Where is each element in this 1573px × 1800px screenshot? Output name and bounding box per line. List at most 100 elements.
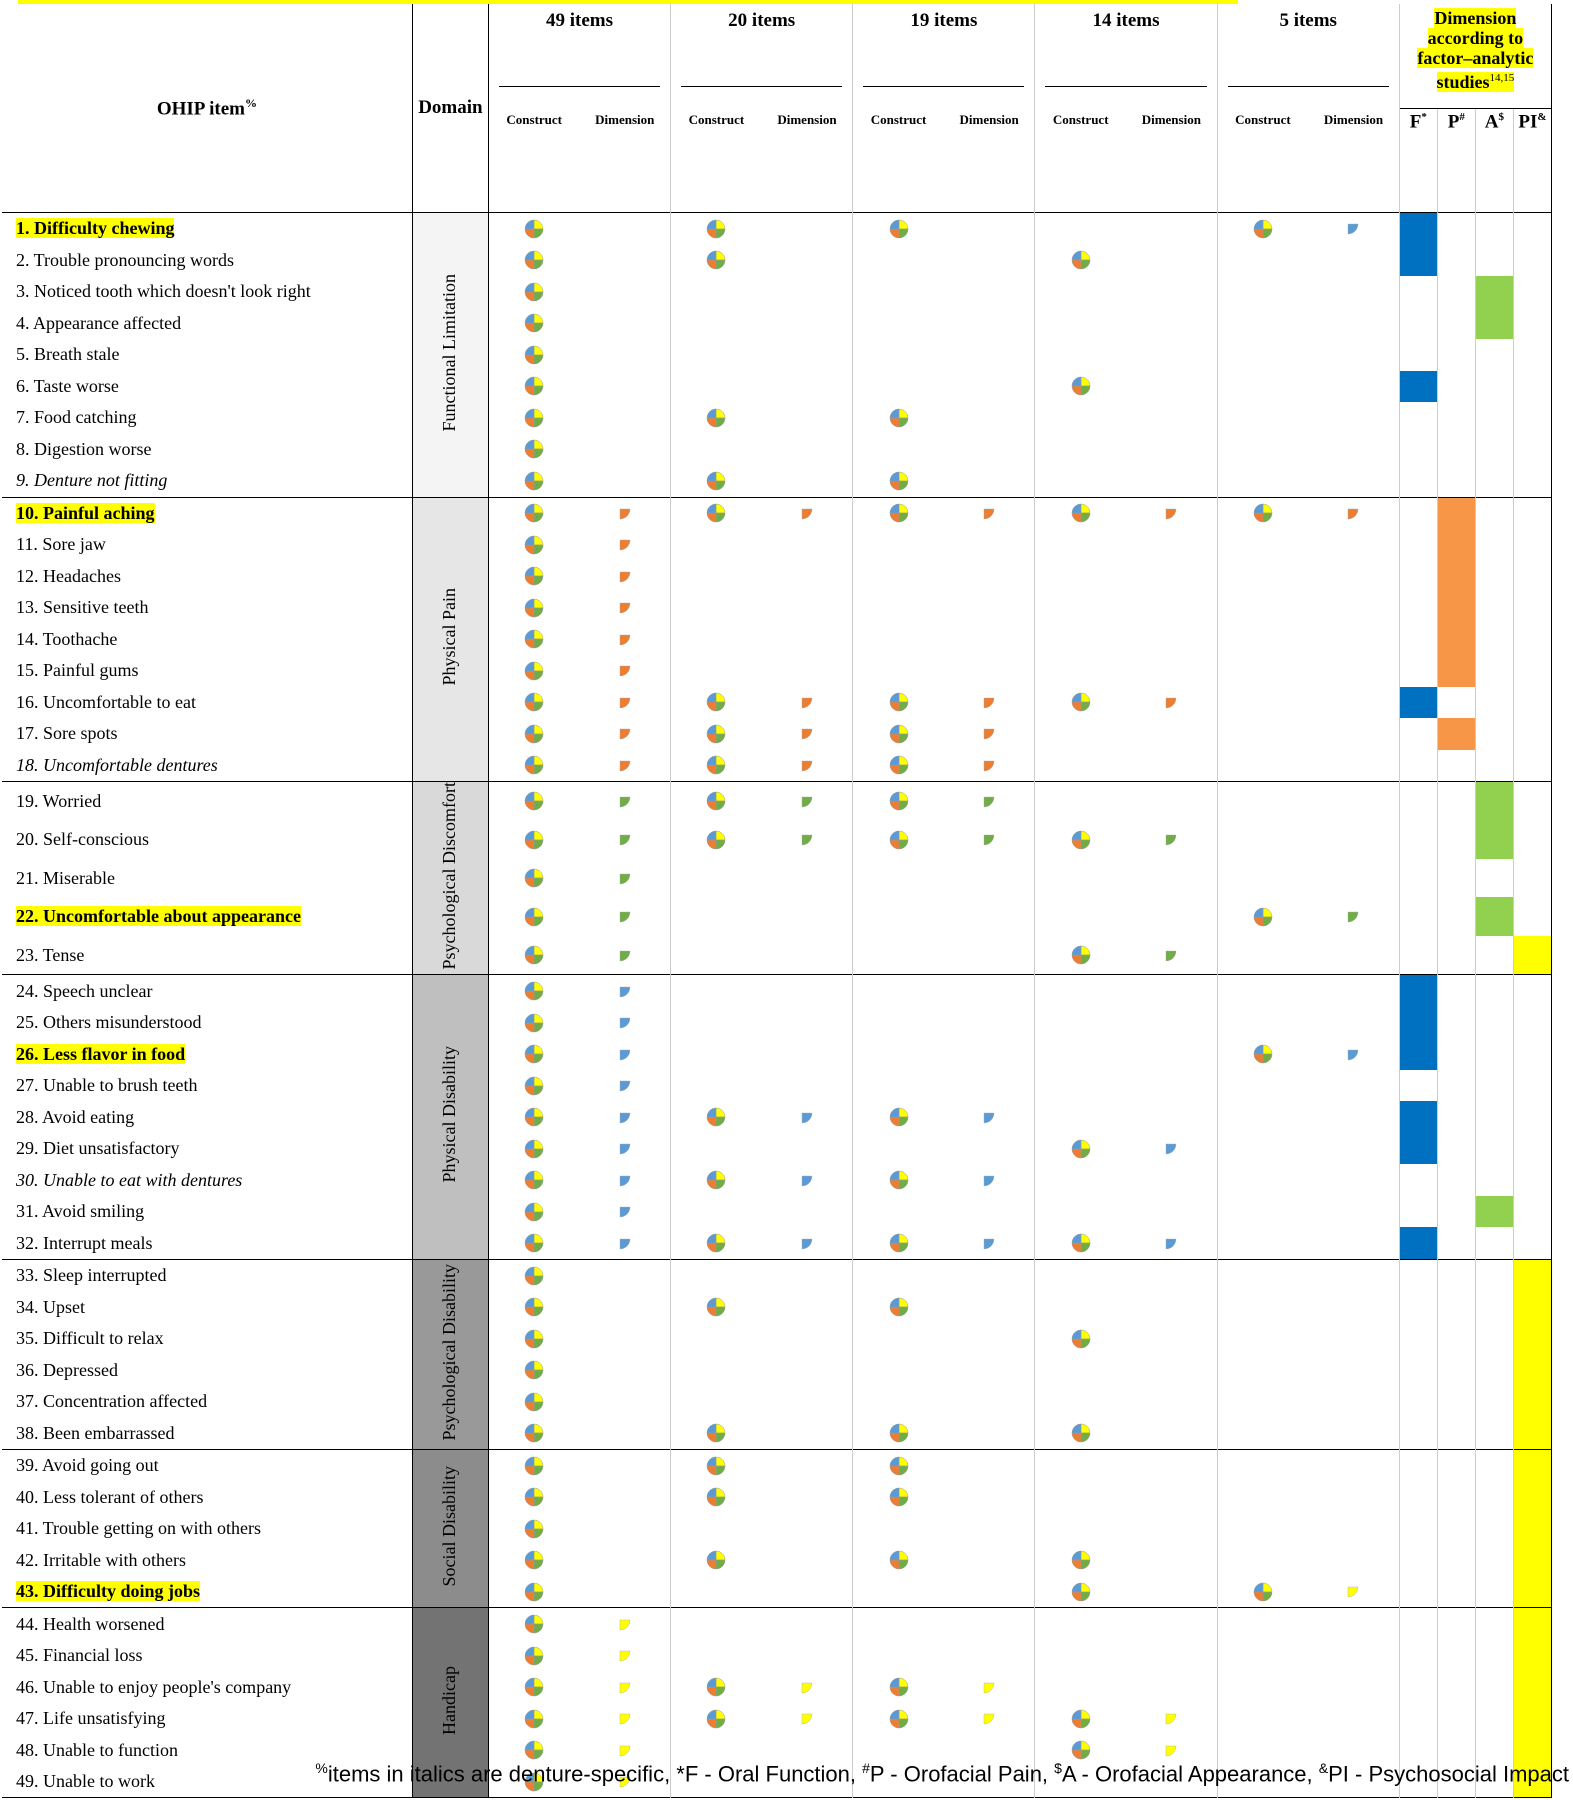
construct-icon <box>889 408 908 428</box>
dimension-cell <box>579 1639 672 1672</box>
pie-slice <box>524 449 535 459</box>
dimension-cell <box>579 1164 672 1196</box>
dimension-icon <box>983 697 995 708</box>
pie-slice <box>707 724 717 734</box>
construct-cell <box>1034 686 1127 718</box>
factor-cell <box>1512 1258 1553 1292</box>
factor-cell <box>1474 623 1514 655</box>
dimension-cell <box>943 339 1036 371</box>
pie-slice <box>524 1233 535 1244</box>
dimension-cell <box>1308 780 1400 821</box>
construct-cell <box>852 276 944 308</box>
construct-icon <box>889 1487 908 1507</box>
pie-slice <box>716 1242 726 1253</box>
construct-cell <box>1034 1575 1127 1608</box>
item-label: 27. Unable to brush teeth <box>16 1075 198 1096</box>
construct-icon <box>707 503 726 523</box>
pie-slice <box>524 1306 535 1317</box>
wedge <box>619 1143 630 1155</box>
item-cell: 6. Taste worse <box>2 370 413 402</box>
construct-icon <box>889 1456 908 1475</box>
factor-cell <box>1474 339 1514 371</box>
pie-slice <box>1071 1242 1081 1253</box>
pie-slice <box>1262 219 1273 229</box>
pie-slice <box>524 1456 535 1466</box>
construct-icon <box>524 629 544 649</box>
pie-slice <box>1080 945 1090 956</box>
construct-icon <box>1071 945 1090 965</box>
pie-slice <box>716 1456 726 1466</box>
pie-slice <box>533 629 544 640</box>
item-label: 7. Food catching <box>16 407 137 428</box>
item-row: 27. Unable to brush teeth <box>2 1069 1553 1102</box>
dimension-icon <box>619 602 630 614</box>
construct-cell <box>670 212 762 245</box>
pie-slice <box>1253 1044 1264 1055</box>
item-cell: 4. Appearance affected <box>2 307 413 339</box>
pie-slice <box>898 1686 908 1697</box>
pie-slice <box>1071 839 1081 850</box>
item-cell: 3. Noticed tooth which doesn't look righ… <box>2 276 413 308</box>
pie-slice <box>1080 1338 1090 1348</box>
dimension-cell <box>1308 897 1400 936</box>
construct-cell <box>487 780 580 821</box>
pie-slice <box>889 1432 899 1443</box>
construct-icon <box>1071 250 1090 270</box>
pie-slice <box>524 282 535 292</box>
pie-slice <box>716 1487 726 1498</box>
construct-cell <box>1034 1227 1127 1260</box>
construct-icon <box>889 1677 908 1697</box>
dimension-cell <box>943 592 1036 624</box>
domain-cell: Psychological Disability <box>411 1258 489 1450</box>
factor-cell <box>1398 465 1438 497</box>
pie-slice <box>707 702 717 712</box>
dimension-icon <box>983 728 995 740</box>
construct-cell <box>1216 974 1309 1007</box>
construct-icon <box>1071 376 1090 396</box>
item-row: 16. Uncomfortable to eat <box>2 686 1553 718</box>
construct-cell <box>670 1258 762 1292</box>
construct-icon <box>524 1233 544 1253</box>
pie-slice <box>707 765 717 775</box>
dimension-cell <box>579 1038 672 1070</box>
pie-slice <box>533 792 544 802</box>
dimension-cell <box>761 1512 854 1545</box>
item-label: 48. Unable to function <box>16 1739 178 1760</box>
pie-slice <box>533 868 544 879</box>
dimension-cell <box>579 592 672 624</box>
wedge <box>619 539 630 551</box>
item-row: 46. Unable to enjoy people's company <box>2 1671 1553 1703</box>
pie-slice <box>524 1179 535 1190</box>
construct-icon <box>707 250 726 270</box>
item-label: 38. Been embarrassed <box>16 1422 175 1443</box>
pie-slice <box>533 408 544 418</box>
pie-slice <box>533 1306 544 1317</box>
construct-cell <box>852 1481 944 1513</box>
factor-cell <box>1474 244 1514 276</box>
construct-cell <box>487 1101 580 1133</box>
item-cell: 13. Sensitive teeth <box>2 592 413 624</box>
domain-cell: Social Disability <box>411 1448 489 1608</box>
construct-cell <box>1034 1291 1127 1323</box>
dimension-cell <box>1308 1132 1400 1165</box>
pie-slice <box>533 1456 544 1466</box>
dimension-icon <box>801 796 813 807</box>
dimension-icon <box>983 1713 995 1725</box>
dimension-cell <box>1308 1417 1400 1450</box>
factor-name: A$ <box>1474 108 1514 213</box>
factor-cell <box>1474 655 1514 687</box>
pie-slice <box>1080 503 1090 514</box>
domain-label: Physical Pain <box>439 588 460 686</box>
pie-slice <box>889 471 899 481</box>
construct-cell <box>1034 1101 1127 1133</box>
pie-slice <box>533 607 544 618</box>
construct-cell <box>487 1575 580 1608</box>
pie-slice <box>524 1709 535 1719</box>
factor-cell <box>1398 859 1438 898</box>
pie-slice <box>524 1591 535 1601</box>
item-cell: 23. Tense <box>2 935 413 975</box>
construct-icon <box>707 830 726 850</box>
item-label: 31. Avoid smiling <box>16 1201 145 1222</box>
factor-cell <box>1474 1512 1514 1545</box>
construct-cell <box>1034 1354 1127 1386</box>
